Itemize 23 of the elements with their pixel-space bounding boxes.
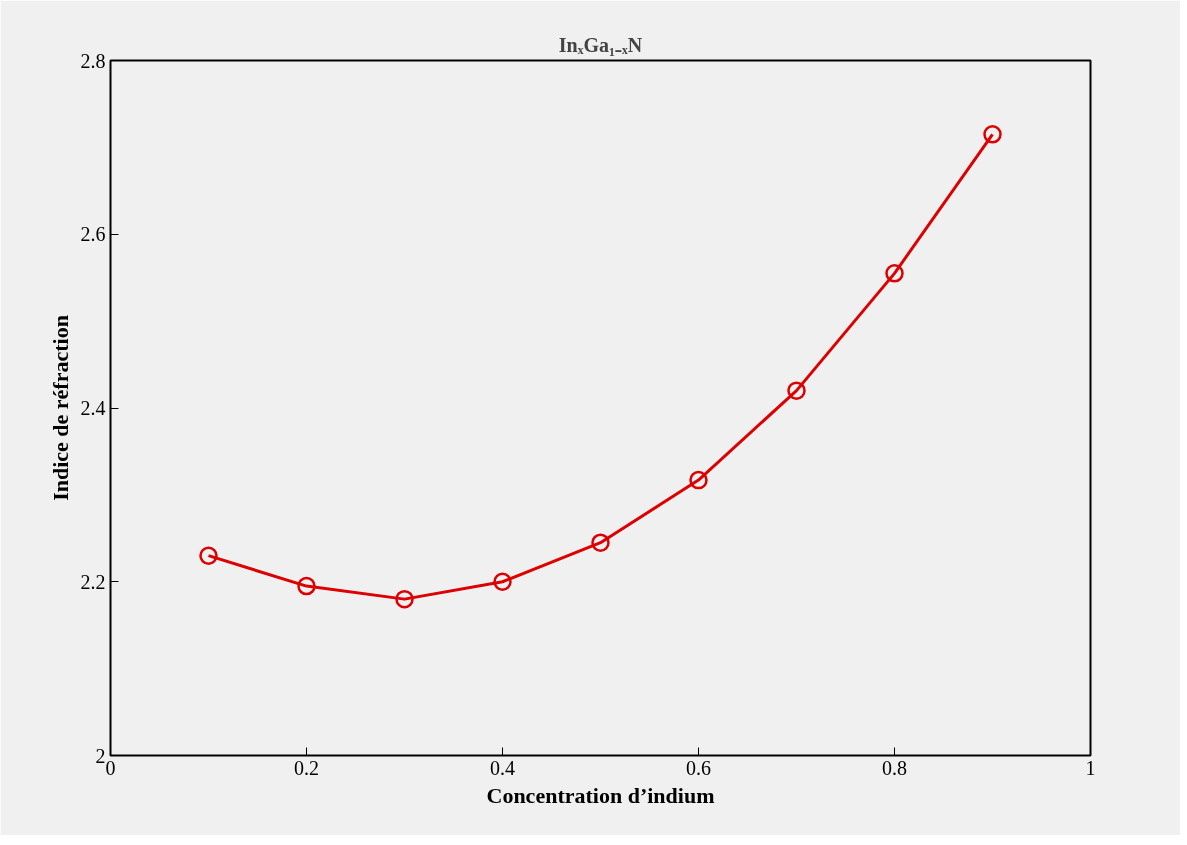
point <box>983 125 1002 144</box>
x-tick-label: 1 <box>1085 756 1096 779</box>
y-tick-label: 2.8 <box>80 49 106 72</box>
y-tick-label: 2.2 <box>80 570 106 593</box>
y-tick-label: 2.4 <box>80 397 106 419</box>
point <box>591 533 610 552</box>
x-tick-label: 0.6 <box>686 756 711 779</box>
x-tick-label: 0.8 <box>882 756 907 779</box>
x-tick-label: 0.4 <box>490 756 515 779</box>
point <box>885 264 904 283</box>
point <box>199 546 218 565</box>
point <box>689 470 708 490</box>
x-tick-label: 0.2 <box>294 756 319 779</box>
y-tick-label: 2.6 <box>80 223 106 246</box>
x-tick-label: 0 <box>105 756 116 779</box>
chart-title: InₓGa₁₋ₓN <box>558 33 643 56</box>
x-axis-title: Concentration d’indium <box>486 782 715 808</box>
point <box>493 572 512 591</box>
point <box>787 381 806 400</box>
y-tick-label: 2 <box>95 744 106 767</box>
y-axis-title: Indice de réfraction <box>47 315 73 501</box>
point <box>297 576 316 596</box>
point <box>395 589 414 609</box>
